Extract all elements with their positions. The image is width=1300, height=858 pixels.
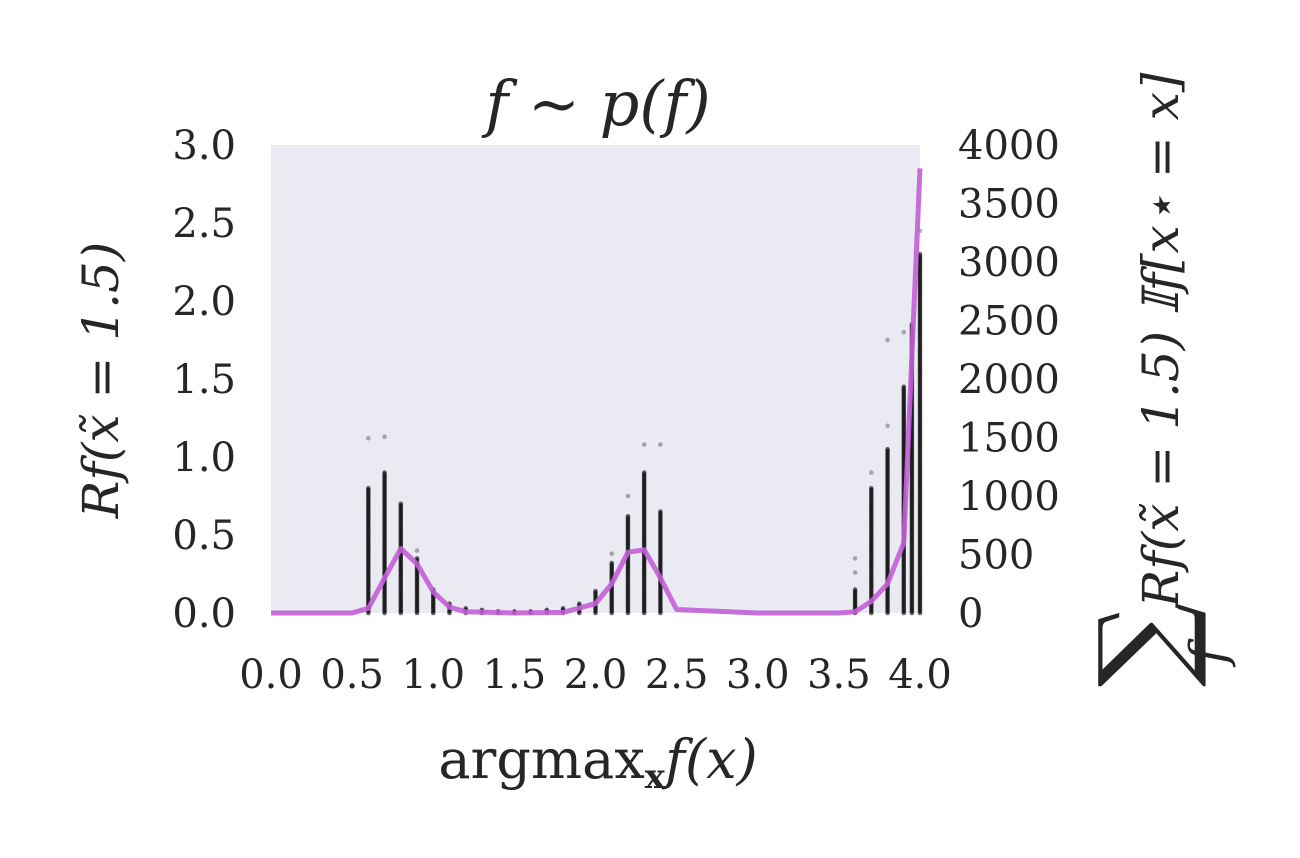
- scatter-point: [625, 513, 631, 519]
- x-tick-labels: 0.0 0.5 1.0 1.5 2.0 2.5 3.0 3.5 4.0: [239, 652, 952, 698]
- scatter-point-outlier: [382, 434, 387, 440]
- y-axis-label-right: ∑ f Rf(x̃ = 1.5) 𝕀f[x⋆ = x]: [1073, 72, 1237, 687]
- x-tick-label: 3.5: [807, 652, 871, 698]
- scatter-point-outlier: [885, 423, 890, 429]
- scatter-point: [658, 509, 663, 514]
- y-right-tick-label: 1500: [958, 416, 1060, 462]
- y-tick-label: 1.5: [172, 357, 236, 403]
- scatter-point: [560, 606, 566, 611]
- y-right-tick-label: 500: [958, 533, 1034, 579]
- y-tick-label: 0.0: [172, 591, 236, 637]
- plot-background: [271, 145, 920, 613]
- scatter-column: [917, 228, 923, 616]
- scatter-column: [869, 470, 874, 616]
- scatter-point: [398, 501, 404, 507]
- y-tick-labels: 0.0 0.5 1.0 1.5 2.0 2.5 3.0: [172, 123, 236, 637]
- scatter-column: [414, 548, 420, 616]
- y-right-tick-label: 2500: [958, 299, 1060, 345]
- scatter-point: [593, 588, 598, 594]
- scatter-point-outlier: [625, 493, 631, 499]
- scatter-point-outlier: [852, 556, 858, 561]
- x-tick-label: 1.0: [401, 652, 465, 698]
- line-layer: [271, 168, 923, 616]
- scatter-point: [609, 560, 615, 566]
- line-series: [271, 168, 923, 616]
- y-right-tick-label: 1000: [958, 474, 1060, 520]
- y-axis-label-right-text: Rf(x̃ = 1.5) 𝕀f[x⋆ = x]: [1132, 72, 1190, 608]
- chart-title: f ~ p(f): [481, 67, 710, 140]
- x-tick-label: 0.0: [239, 652, 303, 698]
- scatter-column: [641, 442, 647, 616]
- scatter-point: [917, 251, 923, 257]
- scatter-column: [398, 501, 404, 616]
- scatter-point-outlier: [852, 570, 858, 575]
- y-tick-label: 0.5: [172, 513, 236, 559]
- scatter-point: [852, 587, 858, 592]
- scatter-point-outlier: [901, 329, 907, 335]
- x-tick-label: 2.0: [564, 652, 628, 698]
- x-tick-label: 4.0: [888, 652, 952, 698]
- y-axis-label: Rf(x̃ = 1.5): [72, 242, 130, 520]
- y-tick-label: 2.5: [172, 201, 236, 247]
- x-tick-label: 1.5: [483, 652, 547, 698]
- x-tick-label: 3.0: [726, 652, 790, 698]
- x-tick-label: 0.5: [320, 652, 384, 698]
- scatter-point: [885, 446, 890, 452]
- y-right-tick-label: 4000: [958, 123, 1060, 169]
- scatter-point: [901, 384, 907, 390]
- y-right-tick-label: 3500: [958, 182, 1060, 228]
- scatter-point-outlier: [641, 442, 647, 447]
- y-tick-label: 1.0: [172, 435, 236, 481]
- y-right-tick-label: 0: [958, 591, 983, 637]
- y-tick-label: 2.0: [172, 279, 236, 325]
- x-axis-label: argmaxxf(x): [438, 728, 757, 797]
- scatter-point: [641, 470, 647, 475]
- scatter-point: [366, 485, 371, 491]
- y-tick-label: 3.0: [172, 123, 236, 169]
- x-tick-label: 2.5: [645, 652, 709, 698]
- y-right-tick-labels: 0 500 1000 1500 2000 2500 3000 3500 4000: [958, 123, 1060, 637]
- scatter-point-outlier: [869, 470, 874, 475]
- y-right-tick-label: 3000: [958, 240, 1060, 286]
- summation-symbol: ∑: [1073, 603, 1211, 687]
- scatter-point-outlier: [885, 337, 890, 343]
- y-right-tick-label: 2000: [958, 357, 1060, 403]
- scatter-point-outlier: [366, 435, 371, 441]
- scatter-point: [576, 601, 582, 606]
- scatter-point: [382, 470, 387, 475]
- scatter-column: [885, 337, 890, 616]
- scatter-point-outlier: [658, 442, 663, 447]
- scatter-point-outlier: [609, 551, 615, 557]
- scatter-point-outlier: [414, 548, 420, 553]
- scatter-point: [869, 485, 874, 491]
